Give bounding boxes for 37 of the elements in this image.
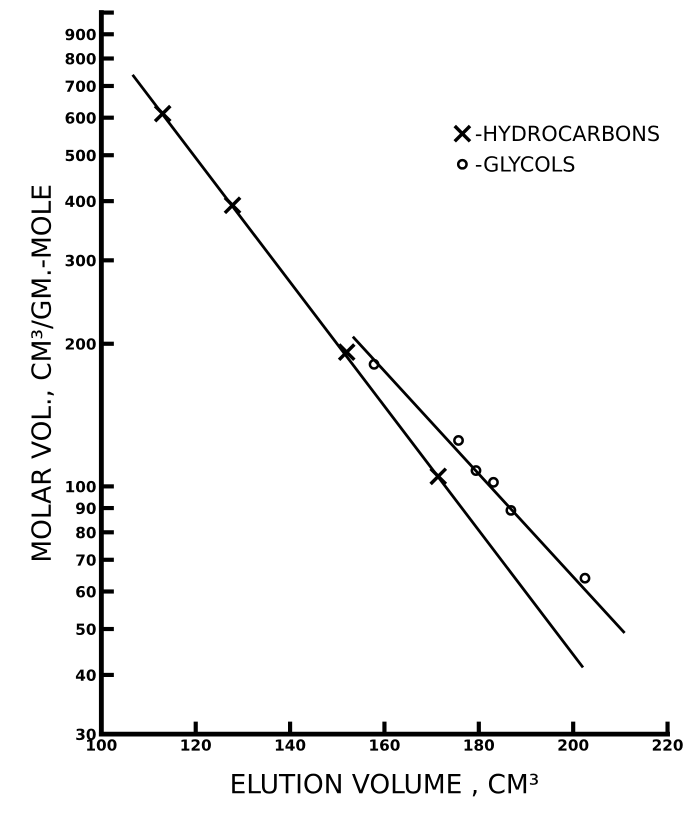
point xyxy=(453,435,464,446)
y-tick-label: 600 xyxy=(66,112,96,124)
y-tick-label: 50 xyxy=(76,623,96,636)
x-tick-label: 120 xyxy=(182,739,211,751)
point xyxy=(368,358,380,370)
y-tick-label: 30 xyxy=(76,728,96,740)
point xyxy=(223,196,242,215)
legend-label: -HYDROCARBONS xyxy=(476,126,659,142)
y-tick-label: 100 xyxy=(66,480,96,492)
x-tick-label: 180 xyxy=(464,739,494,751)
point xyxy=(428,466,448,486)
y-tick-label: 800 xyxy=(66,52,96,65)
y-tick-label: 80 xyxy=(76,526,96,538)
x-tick-label: 100 xyxy=(87,739,117,751)
x-tick-label: 160 xyxy=(370,739,400,751)
y-tick-label: 60 xyxy=(76,586,96,598)
x-tick-label: 140 xyxy=(276,739,306,751)
y-tick-label: 400 xyxy=(65,196,96,208)
point xyxy=(488,476,499,488)
x-tick-label: 220 xyxy=(652,739,683,751)
x-axis-title: ELUTION VOLUME , CM³ xyxy=(232,774,538,796)
y-tick-label: 200 xyxy=(66,338,96,350)
y-tick-label: 40 xyxy=(76,669,96,681)
y-tick-label: 700 xyxy=(66,80,96,92)
y-tick-label: 500 xyxy=(66,150,96,162)
point xyxy=(505,504,516,516)
y-tick-label: 300 xyxy=(66,254,96,266)
y-tick-label: 70 xyxy=(76,554,96,566)
legend-label: -GLYCOLS xyxy=(476,156,574,172)
point xyxy=(153,104,172,123)
y-tick-label: 900 xyxy=(65,28,96,40)
point xyxy=(337,342,356,362)
point xyxy=(580,572,590,584)
point xyxy=(470,465,482,476)
x-tick-label: 200 xyxy=(558,739,588,751)
y-axis-title: MOLAR VOL., CM³/GM.-MOLE xyxy=(31,186,54,560)
y-tick-label: 90 xyxy=(76,502,96,514)
